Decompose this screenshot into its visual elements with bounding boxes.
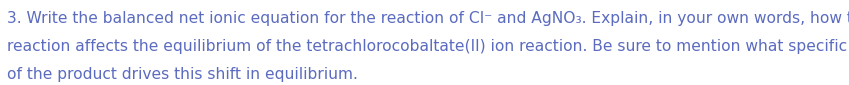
Text: 3. Write the balanced net ionic equation for the reaction of Cl⁻ and AgNO₃. Expl: 3. Write the balanced net ionic equation… (7, 11, 849, 26)
Text: reaction affects the equilibrium of the tetrachlorocobaltate(II) ion reaction. B: reaction affects the equilibrium of the … (7, 39, 849, 54)
Text: of the product drives this shift in equilibrium.: of the product drives this shift in equi… (7, 67, 357, 82)
